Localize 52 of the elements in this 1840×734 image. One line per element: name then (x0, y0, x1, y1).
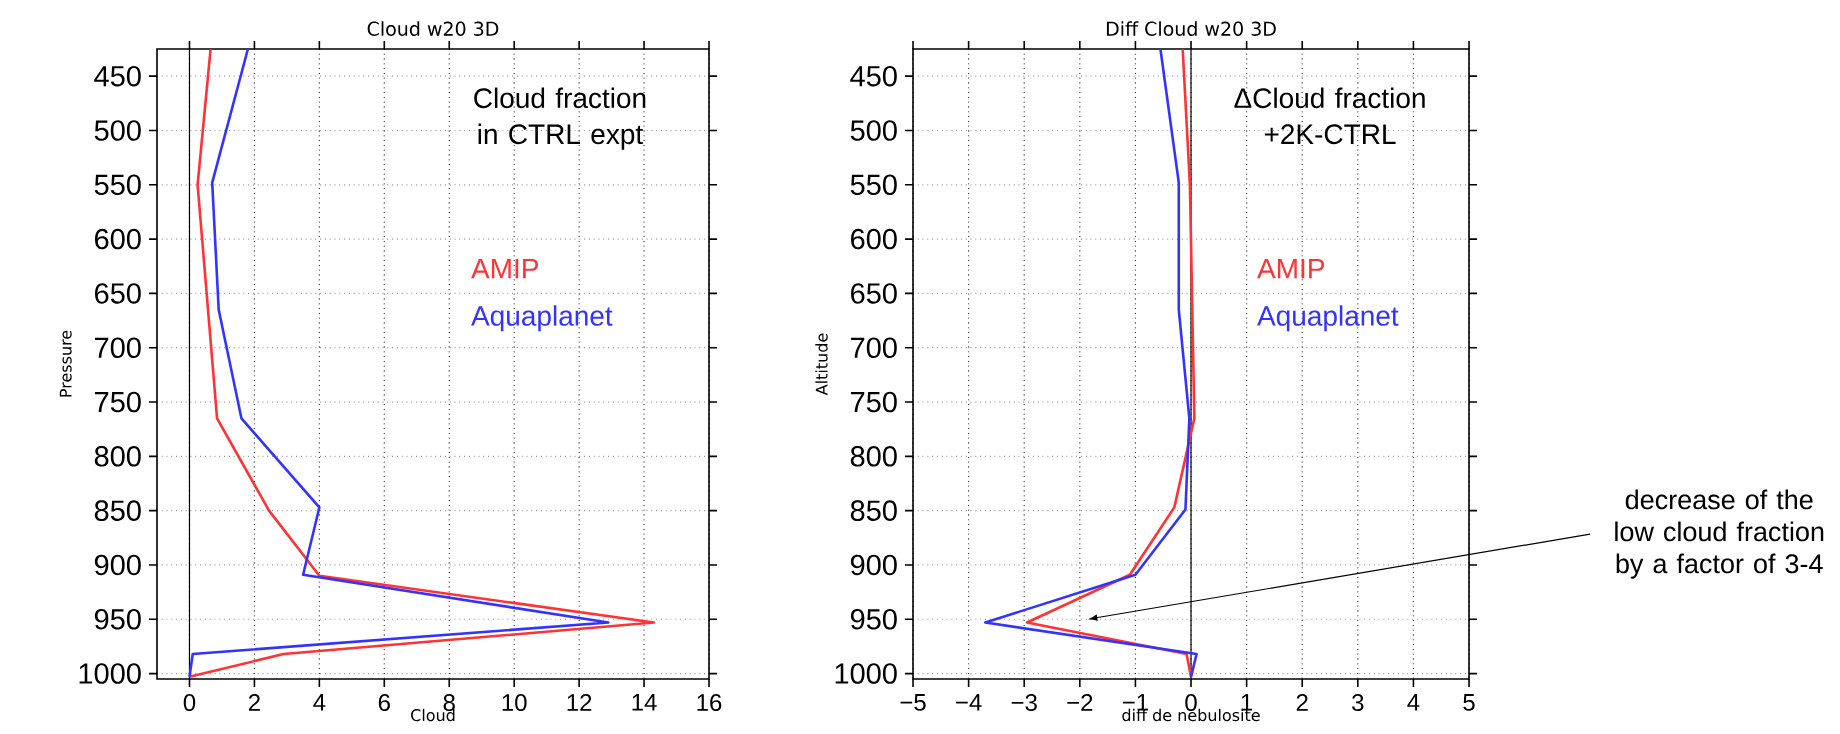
text: decrease of the low cloud fraction by a factor of 3-4 (1615, 489, 1824, 579)
x-tick-label: 0 (183, 694, 196, 712)
line-series (983, 47, 1198, 679)
y-tick-label: 900 (94, 554, 141, 576)
x-tick-label: 4 (313, 694, 326, 711)
y-tick-label: 800 (850, 446, 897, 467)
y-tick-label: 800 (94, 446, 141, 467)
y-tick-label: 850 (850, 500, 897, 521)
y-tick-label: 950 (94, 608, 141, 630)
x-tick-label: 16 (697, 694, 722, 712)
x-tick-label: 12 (567, 694, 592, 711)
y-tick-label: 1000 (835, 663, 897, 684)
annotation: Cloud fraction in CTRL expt (474, 87, 646, 150)
y-tick-label: 650 (851, 283, 897, 304)
chart-title: Diff Cloud w20 3D (1106, 21, 1276, 36)
annotation: ΔCloud fraction +2K-CTRL (1234, 87, 1425, 145)
y-tick-label: 700 (95, 337, 141, 358)
x-tick-label: −3 (1011, 694, 1037, 712)
y-tick-label: 500 (850, 120, 897, 141)
y-tick-label: 600 (95, 228, 141, 250)
y-axis-title: Altitude (815, 333, 828, 396)
y-tick-label: 1000 (79, 663, 141, 684)
y-tick-label: 900 (850, 554, 897, 576)
x-tick-label: −5 (900, 694, 926, 711)
y-tick-label: 450 (94, 65, 141, 87)
x-tick-label: 4 (1407, 694, 1420, 711)
y-tick-label: 750 (851, 391, 897, 413)
y-tick-label: 750 (95, 391, 141, 413)
text: Aquaplanet (471, 305, 613, 332)
text: Aquaplanet (1257, 305, 1399, 332)
y-tick-label: 550 (850, 174, 897, 196)
y-tick-label: 600 (851, 228, 897, 250)
y-tick-label: 650 (95, 283, 141, 304)
text: AMIP (1257, 259, 1325, 279)
x-tick-label: 6 (378, 694, 390, 712)
y-tick-label: 550 (94, 174, 141, 196)
y-axis-title: Pressure (59, 330, 72, 397)
x-tick-label: 2 (248, 694, 260, 711)
chart-title: Cloud w20 3D (367, 21, 499, 36)
x-tick-label: 2 (1296, 694, 1308, 711)
y-tick-label: 950 (850, 608, 897, 630)
x-tick-label: −2 (1067, 694, 1093, 711)
y-tick-label: 500 (94, 120, 141, 141)
y-tick-label: 850 (94, 500, 141, 521)
x-tick-label: 10 (502, 694, 527, 712)
text: AMIP (471, 259, 539, 279)
x-tick-label: 5 (1463, 694, 1475, 711)
x-tick-label: −4 (956, 694, 982, 711)
y-tick-label: 700 (851, 337, 897, 358)
x-tick-label: 14 (632, 694, 657, 711)
y-tick-label: 450 (850, 65, 897, 87)
x-tick-label: 3 (1352, 694, 1364, 712)
